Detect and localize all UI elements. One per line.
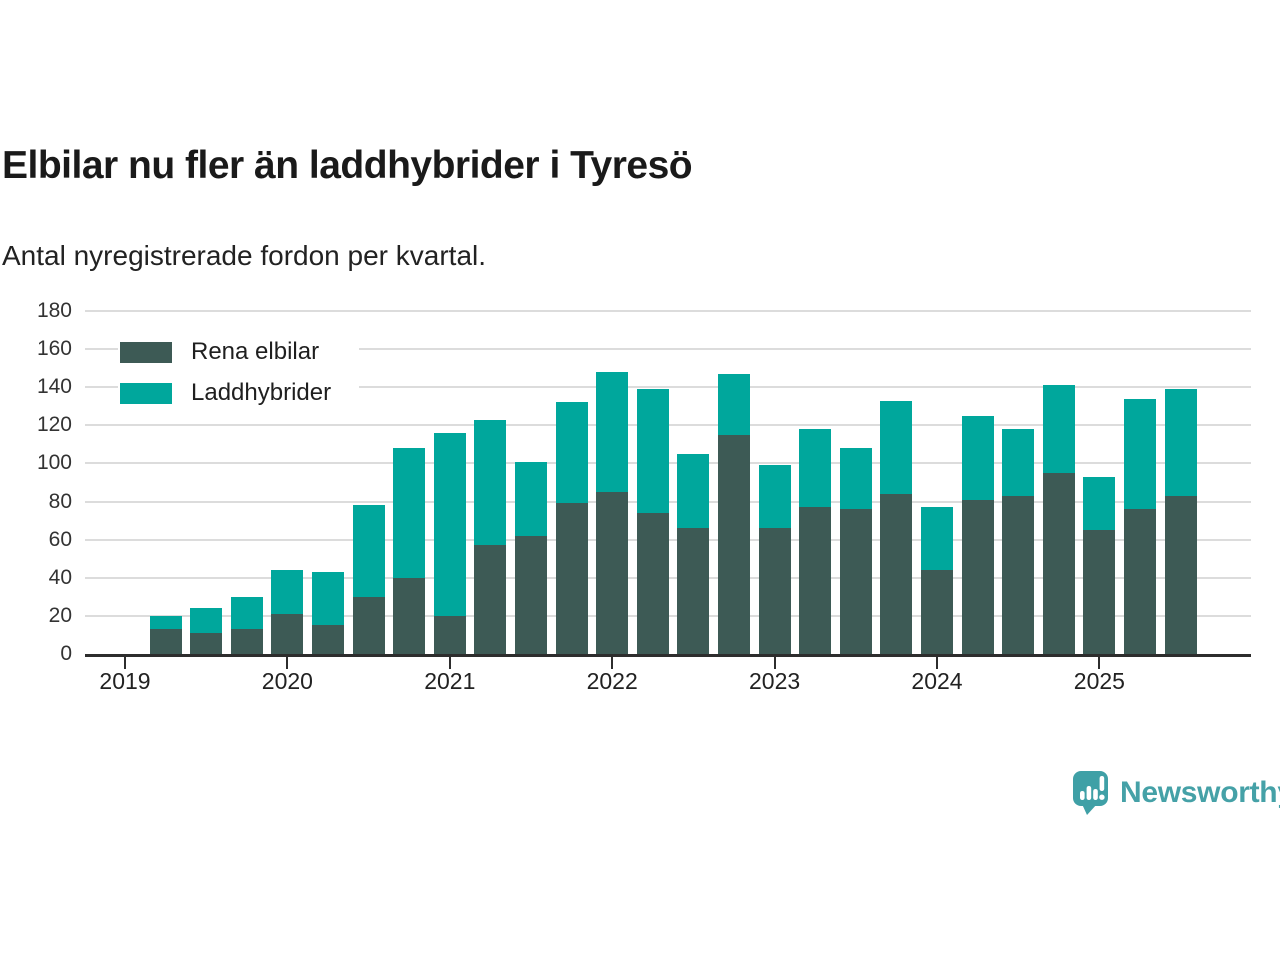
x-axis-tick-2022 xyxy=(611,657,614,669)
bar-2022-Q3-rena-elbilar xyxy=(677,528,710,654)
bar-2022-Q4-laddhybrider xyxy=(718,373,750,435)
legend-label: Rena elbilar xyxy=(191,338,320,365)
bar-2021-Q4-rena-elbilar xyxy=(555,503,588,654)
bar-2019-Q3-laddhybrider xyxy=(190,608,223,634)
bar-2025-Q1-rena-elbilar xyxy=(1083,530,1116,654)
x-axis-tick-2025 xyxy=(1098,657,1101,669)
bar-2022-Q4-rena-elbilar xyxy=(718,434,750,654)
y-axis-label-180: 180 xyxy=(36,299,72,322)
x-axis-tick-2024 xyxy=(936,657,938,669)
legend-item-rena-elbilar: Rena elbilar xyxy=(118,335,360,369)
bar-2020-Q3-laddhybrider xyxy=(352,505,385,597)
bar-2024-Q2-laddhybrider xyxy=(961,415,994,500)
bar-2020-Q2-rena-elbilar xyxy=(312,625,344,654)
bar-2019-Q2-laddhybrider xyxy=(149,615,182,630)
y-axis-label-80: 80 xyxy=(48,489,72,513)
bar-2019-Q2-rena-elbilar xyxy=(149,629,182,654)
bar-2024-Q3-rena-elbilar xyxy=(1002,495,1035,654)
bar-2025-Q3-rena-elbilar xyxy=(1164,495,1197,654)
bar-2021-Q2-laddhybrider xyxy=(474,419,507,546)
bar-2021-Q3-laddhybrider xyxy=(515,461,547,536)
legend-swatch xyxy=(120,341,172,363)
newsworthy-wordmark: Newsworthy xyxy=(1120,776,1280,809)
bar-2021-Q4-laddhybrider xyxy=(555,402,588,504)
x-axis-tick-2023 xyxy=(773,657,776,669)
bar-2020-Q1-rena-elbilar xyxy=(271,613,304,654)
bar-2024-Q1-rena-elbilar xyxy=(921,570,953,654)
chart-legend: Rena elbilar Laddhybrider xyxy=(118,335,360,417)
bar-2023-Q1-laddhybrider xyxy=(758,465,791,529)
legend-label: Laddhybrider xyxy=(191,379,332,406)
gridline-160 xyxy=(85,348,1251,351)
bar-2023-Q2-laddhybrider xyxy=(799,429,832,508)
x-axis-label-2023: 2023 xyxy=(749,668,801,694)
bar-2020-Q3-rena-elbilar xyxy=(352,596,385,654)
x-axis-label-2022: 2022 xyxy=(586,668,638,694)
y-axis-label-160: 160 xyxy=(36,337,72,361)
bar-2021-Q1-laddhybrider xyxy=(433,432,466,616)
y-axis-label-140: 140 xyxy=(36,375,72,399)
x-axis-tick-2021 xyxy=(448,657,451,669)
bar-2019-Q4-rena-elbilar xyxy=(230,629,263,654)
bar-2023-Q2-rena-elbilar xyxy=(799,507,832,654)
chart-title: Elbilar nu fler än laddhybrider i Tyresö xyxy=(2,144,693,187)
bar-2020-Q4-laddhybrider xyxy=(393,448,426,578)
x-axis-label-2024: 2024 xyxy=(911,668,963,694)
x-axis-label-2021: 2021 xyxy=(424,668,476,694)
bar-2022-Q3-laddhybrider xyxy=(677,453,710,529)
bar-2021-Q1-rena-elbilar xyxy=(433,615,466,654)
bar-2023-Q4-rena-elbilar xyxy=(880,493,913,654)
bar-2025-Q2-rena-elbilar xyxy=(1124,509,1156,654)
bar-2019-Q4-laddhybrider xyxy=(230,596,263,630)
y-axis-label-20: 20 xyxy=(48,603,72,627)
newsworthy-brand: Newsworthy xyxy=(1072,770,1280,816)
bar-2023-Q3-laddhybrider xyxy=(839,448,872,510)
bar-2019-Q3-rena-elbilar xyxy=(190,633,223,654)
x-axis-label-2019: 2019 xyxy=(99,668,151,694)
x-axis-label-2025: 2025 xyxy=(1073,668,1125,694)
bar-2025-Q1-laddhybrider xyxy=(1083,476,1116,531)
y-axis-label-120: 120 xyxy=(36,413,72,437)
bar-2025-Q3-laddhybrider xyxy=(1164,389,1197,496)
gridline-140 xyxy=(85,386,1251,389)
bar-2020-Q2-laddhybrider xyxy=(312,572,344,626)
bar-2022-Q1-laddhybrider xyxy=(596,371,629,493)
bar-2023-Q3-rena-elbilar xyxy=(839,509,872,654)
bar-2022-Q2-laddhybrider xyxy=(636,389,669,513)
x-axis-tick-2019 xyxy=(124,657,126,669)
y-axis-label-60: 60 xyxy=(48,527,72,551)
bar-2023-Q4-laddhybrider xyxy=(880,400,913,494)
bar-2021-Q3-rena-elbilar xyxy=(515,535,547,654)
y-axis-label-0: 0 xyxy=(60,642,72,665)
bar-2025-Q2-laddhybrider xyxy=(1124,398,1156,510)
legend-item-laddhybrider: Laddhybrider xyxy=(118,376,360,410)
bar-2024-Q4-laddhybrider xyxy=(1042,385,1075,473)
bar-2024-Q1-laddhybrider xyxy=(921,507,953,571)
chart-subtitle: Antal nyregistrerade fordon per kvartal. xyxy=(2,240,487,271)
y-axis-label-100: 100 xyxy=(36,451,72,475)
bar-2022-Q2-rena-elbilar xyxy=(636,512,669,654)
bar-2020-Q1-laddhybrider xyxy=(271,570,304,614)
bar-2020-Q4-rena-elbilar xyxy=(393,577,426,654)
bar-2024-Q3-laddhybrider xyxy=(1002,429,1035,496)
x-axis-tick-2020 xyxy=(286,657,289,669)
bar-2024-Q2-rena-elbilar xyxy=(961,499,994,654)
newsworthy-logo-icon xyxy=(1073,771,1108,815)
bar-2022-Q1-rena-elbilar xyxy=(596,492,629,654)
gridline-180 xyxy=(85,310,1251,312)
x-axis-label-2020: 2020 xyxy=(261,668,313,694)
x-axis-line xyxy=(85,654,1251,657)
y-axis-label-40: 40 xyxy=(48,565,72,589)
legend-swatch xyxy=(120,382,172,404)
bar-2024-Q4-rena-elbilar xyxy=(1042,472,1075,654)
bar-2021-Q2-rena-elbilar xyxy=(474,545,507,654)
bar-2023-Q1-rena-elbilar xyxy=(758,528,791,654)
